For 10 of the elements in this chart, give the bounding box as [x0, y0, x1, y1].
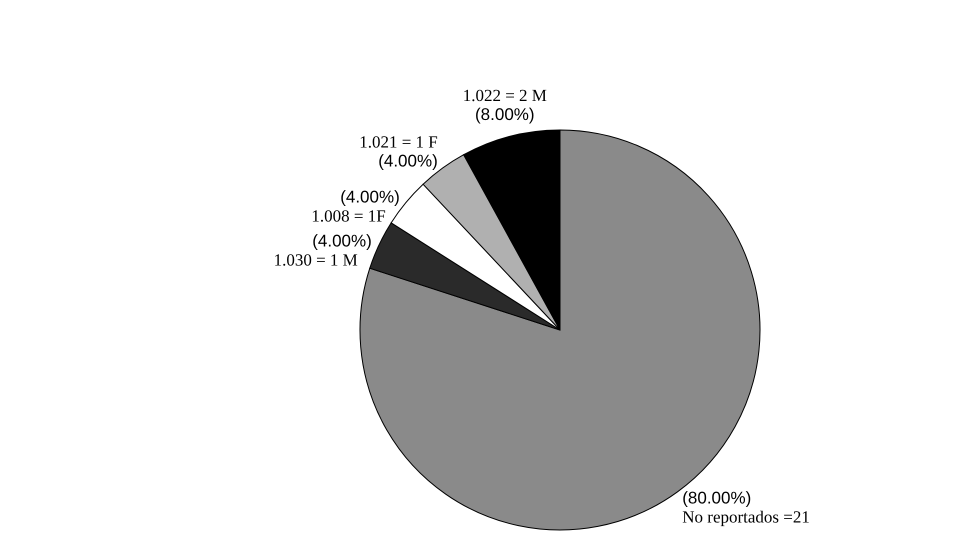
slice-label: 1.030 = 1 M	[274, 250, 358, 270]
slice-label: 1.022 = 2 M	[462, 86, 547, 105]
slice-label: 1.008 = 1F	[311, 206, 386, 226]
slice-label: No reportados =21	[682, 507, 810, 526]
data-label: (4.00%)	[312, 231, 372, 250]
data-label: (4.00%)	[378, 152, 438, 171]
data-label: (8.00%)	[475, 104, 535, 124]
data-label: (4.00%)	[340, 187, 400, 206]
data-label: (80.00%)	[682, 488, 752, 508]
slice-label: 1.021 = 1 F	[359, 132, 438, 152]
